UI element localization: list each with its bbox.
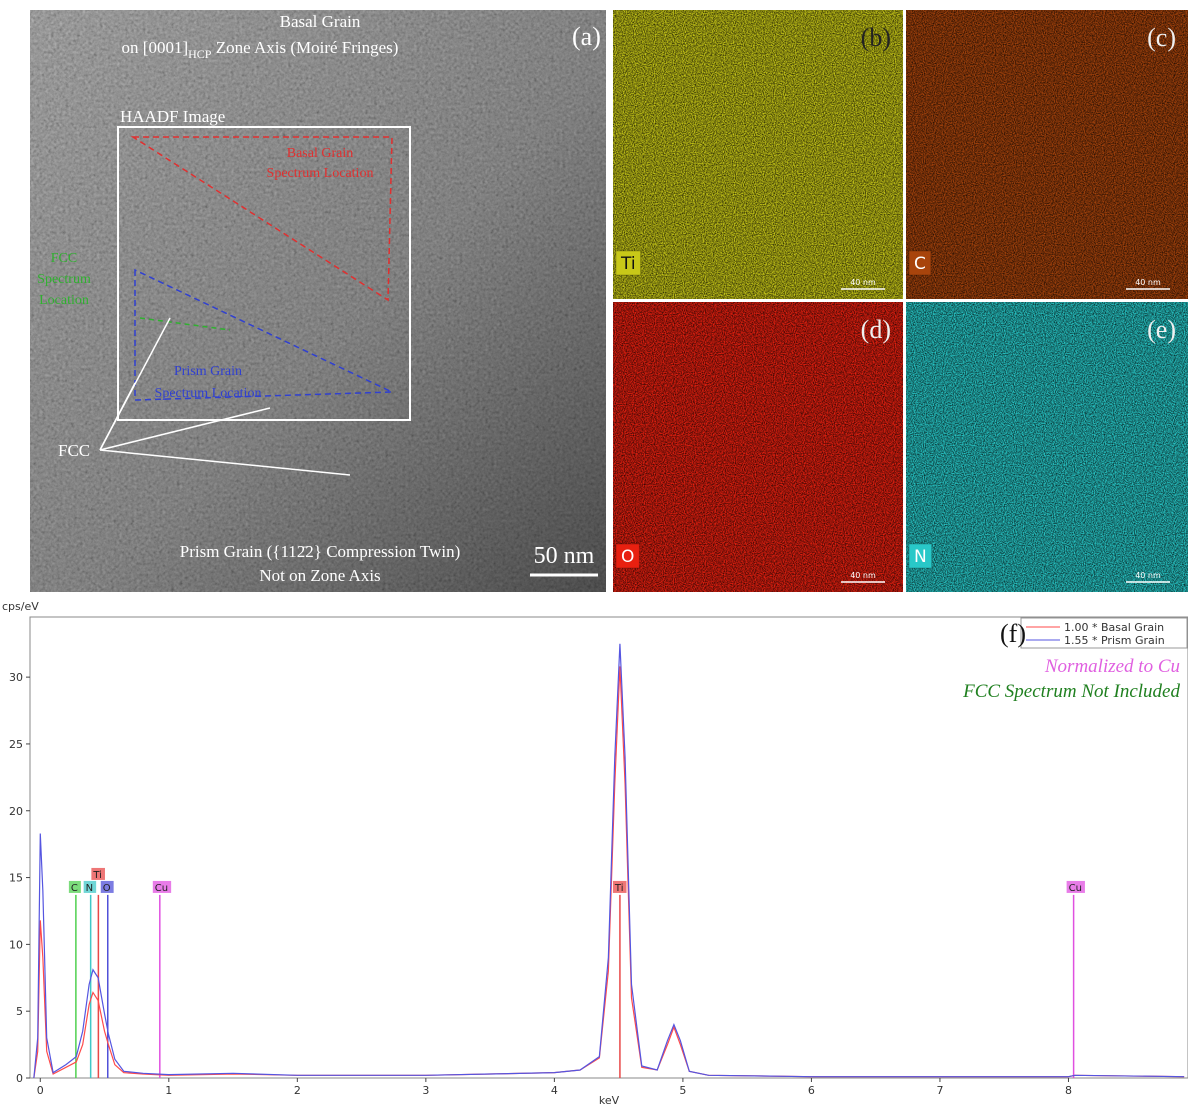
caption: FCC — [51, 251, 77, 266]
eds-map: (e) N 40 nm — [906, 302, 1188, 592]
y-tick-label: 5 — [16, 1005, 23, 1018]
x-axis-title: keV — [599, 1094, 620, 1107]
scale-label: 40 nm — [1135, 571, 1161, 580]
panel-a: (a) Basal Grain on [0001]HCP Zone Axis (… — [30, 10, 606, 592]
panel-label: (b) — [861, 23, 891, 52]
marker-label: Ti — [614, 883, 624, 894]
scale-label: 50 nm — [534, 543, 595, 569]
marker-label: Ti — [92, 870, 102, 881]
x-tick-label: 5 — [679, 1084, 686, 1097]
marker-label: Cu — [155, 883, 168, 894]
caption: HAADF Image — [120, 107, 225, 126]
element-label: O — [621, 547, 634, 567]
x-tick-label: 8 — [1065, 1084, 1072, 1097]
caption-part: Zone Axis (Moiré Fringes) — [211, 38, 398, 57]
map-noise — [613, 302, 903, 592]
eds-map: (c) C 40 nm — [906, 10, 1188, 299]
marker-label: C — [71, 883, 78, 894]
caption: FCC — [58, 441, 90, 460]
caption: Basal Grain — [287, 146, 353, 161]
x-tick-label: 7 — [936, 1084, 943, 1097]
x-tick-label: 4 — [551, 1084, 558, 1097]
marker-label: O — [103, 883, 111, 894]
y-axis-title: cps/eV — [2, 600, 39, 613]
legend-label: 1.00 * Basal Grain — [1064, 621, 1164, 634]
figure: (a) Basal Grain on [0001]HCP Zone Axis (… — [0, 0, 1188, 1109]
caption: Prism Grain — [174, 364, 242, 379]
panel-label: (f) — [1000, 619, 1026, 648]
y-tick-label: 20 — [9, 805, 23, 818]
legend-label: 1.55 * Prism Grain — [1064, 634, 1165, 647]
map-noise — [906, 10, 1188, 299]
y-tick-label: 10 — [9, 938, 23, 951]
annotation: FCC Spectrum Not Included — [962, 681, 1180, 702]
map-noise — [906, 302, 1188, 592]
caption: Basal Grain — [280, 12, 361, 31]
spectrum-line — [34, 644, 1184, 1078]
panel-label: (c) — [1147, 23, 1176, 52]
scale-label: 40 nm — [1135, 278, 1161, 287]
eds-map: (d) O 40 nm — [613, 302, 903, 592]
x-tick-label: 3 — [422, 1084, 429, 1097]
panel-label: (d) — [861, 315, 891, 344]
caption: Location — [39, 293, 89, 308]
y-tick-label: 25 — [9, 738, 23, 751]
scale-label: 40 nm — [850, 571, 876, 580]
marker-label: Cu — [1069, 883, 1082, 894]
caption: Spectrum Location — [155, 386, 262, 401]
eds-maps: (b) Ti 40 nm (c) C 40 nm (d) O 40 nm (e) N 40 nm — [613, 10, 1188, 592]
element-label: Ti — [620, 254, 636, 274]
caption: Spectrum — [37, 272, 91, 287]
x-tick-label: 6 — [808, 1084, 815, 1097]
element-label: C — [914, 254, 926, 274]
annotation: Normalized to Cu — [1044, 656, 1180, 677]
caption: Not on Zone Axis — [259, 566, 380, 585]
marker-label: N — [86, 883, 93, 894]
panel-label: (e) — [1147, 315, 1176, 344]
caption-sub: HCP — [188, 47, 212, 61]
eds-map: (b) Ti 40 nm — [613, 10, 903, 299]
x-tick-label: 2 — [294, 1084, 301, 1097]
caption-part: on [0001] — [122, 38, 189, 57]
y-tick-label: 0 — [16, 1072, 23, 1085]
caption: Spectrum Location — [267, 166, 374, 181]
x-tick-label: 0 — [37, 1084, 44, 1097]
scale-label: 40 nm — [850, 278, 876, 287]
caption: Prism Grain ({112̄2} Compression Twin) — [180, 542, 461, 561]
map-noise — [613, 10, 903, 299]
y-tick-label: 15 — [9, 872, 23, 885]
panel-label: (a) — [572, 22, 601, 51]
element-label: N — [914, 547, 927, 567]
image-shade — [30, 10, 606, 592]
spectrum-line — [34, 666, 1184, 1078]
y-tick-label: 30 — [9, 671, 23, 684]
x-tick-label: 1 — [165, 1084, 172, 1097]
